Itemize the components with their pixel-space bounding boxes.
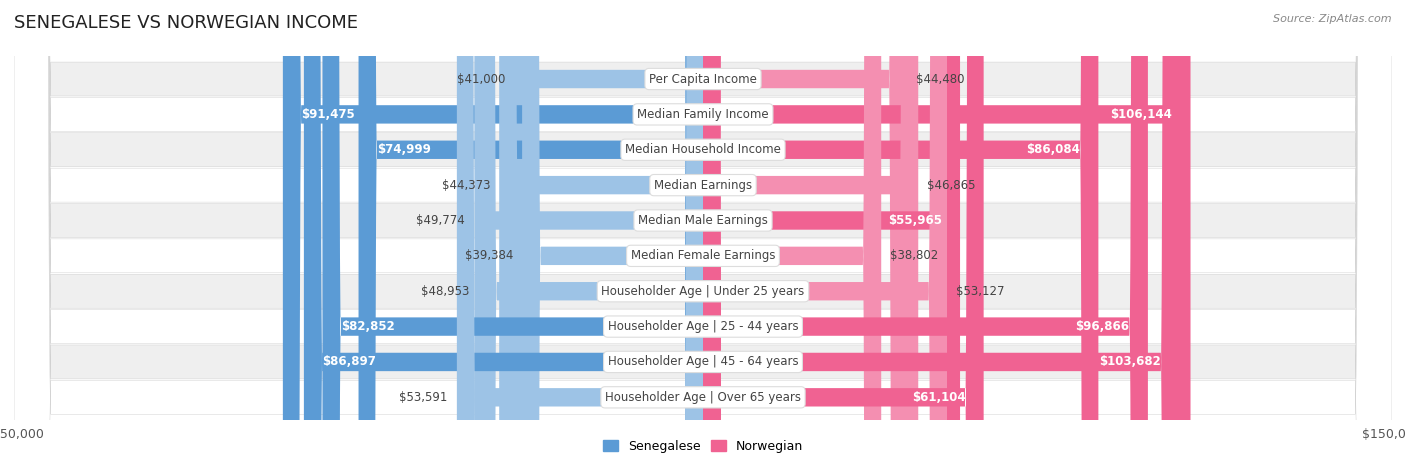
Text: $61,104: $61,104	[911, 391, 966, 404]
Text: $44,373: $44,373	[441, 178, 491, 191]
FancyBboxPatch shape	[703, 0, 882, 467]
FancyBboxPatch shape	[14, 0, 1392, 467]
Text: $96,866: $96,866	[1076, 320, 1129, 333]
FancyBboxPatch shape	[359, 0, 703, 467]
Text: Median Female Earnings: Median Female Earnings	[631, 249, 775, 262]
FancyBboxPatch shape	[14, 0, 1392, 467]
FancyBboxPatch shape	[14, 0, 1392, 467]
FancyBboxPatch shape	[703, 0, 960, 467]
Text: $55,965: $55,965	[887, 214, 942, 227]
Text: $86,897: $86,897	[322, 355, 377, 368]
FancyBboxPatch shape	[14, 0, 1392, 467]
Text: $86,084: $86,084	[1026, 143, 1080, 156]
Text: $91,475: $91,475	[301, 108, 354, 121]
Text: Householder Age | Over 65 years: Householder Age | Over 65 years	[605, 391, 801, 404]
Text: SENEGALESE VS NORWEGIAN INCOME: SENEGALESE VS NORWEGIAN INCOME	[14, 14, 359, 32]
FancyBboxPatch shape	[703, 0, 1191, 467]
FancyBboxPatch shape	[703, 0, 907, 467]
Legend: Senegalese, Norwegian: Senegalese, Norwegian	[598, 435, 808, 458]
FancyBboxPatch shape	[703, 0, 1180, 467]
FancyBboxPatch shape	[703, 0, 984, 467]
Text: Median Earnings: Median Earnings	[654, 178, 752, 191]
FancyBboxPatch shape	[14, 0, 1392, 467]
Text: $49,774: $49,774	[416, 214, 465, 227]
FancyBboxPatch shape	[703, 0, 1147, 467]
FancyBboxPatch shape	[515, 0, 703, 467]
Text: $74,999: $74,999	[377, 143, 430, 156]
Text: Householder Age | 45 - 64 years: Householder Age | 45 - 64 years	[607, 355, 799, 368]
FancyBboxPatch shape	[14, 0, 1392, 467]
FancyBboxPatch shape	[478, 0, 703, 467]
Text: Householder Age | 25 - 44 years: Householder Age | 25 - 44 years	[607, 320, 799, 333]
Text: Median Male Earnings: Median Male Earnings	[638, 214, 768, 227]
FancyBboxPatch shape	[14, 0, 1392, 467]
Text: Householder Age | Under 25 years: Householder Age | Under 25 years	[602, 285, 804, 298]
Text: Median Household Income: Median Household Income	[626, 143, 780, 156]
FancyBboxPatch shape	[322, 0, 703, 467]
FancyBboxPatch shape	[283, 0, 703, 467]
Text: Median Family Income: Median Family Income	[637, 108, 769, 121]
Text: $53,127: $53,127	[956, 285, 1005, 298]
FancyBboxPatch shape	[14, 0, 1392, 467]
FancyBboxPatch shape	[499, 0, 703, 467]
FancyBboxPatch shape	[474, 0, 703, 467]
Text: $39,384: $39,384	[464, 249, 513, 262]
FancyBboxPatch shape	[457, 0, 703, 467]
Text: $53,591: $53,591	[399, 391, 447, 404]
FancyBboxPatch shape	[304, 0, 703, 467]
Text: Source: ZipAtlas.com: Source: ZipAtlas.com	[1274, 14, 1392, 24]
FancyBboxPatch shape	[703, 0, 948, 467]
Text: $41,000: $41,000	[457, 72, 506, 85]
Text: $103,682: $103,682	[1099, 355, 1161, 368]
FancyBboxPatch shape	[14, 0, 1392, 467]
FancyBboxPatch shape	[703, 0, 1098, 467]
Text: $44,480: $44,480	[917, 72, 965, 85]
Text: $48,953: $48,953	[420, 285, 470, 298]
FancyBboxPatch shape	[14, 0, 1392, 467]
Text: $106,144: $106,144	[1111, 108, 1173, 121]
FancyBboxPatch shape	[522, 0, 703, 467]
Text: $38,802: $38,802	[890, 249, 939, 262]
Text: Per Capita Income: Per Capita Income	[650, 72, 756, 85]
FancyBboxPatch shape	[703, 0, 918, 467]
Text: $46,865: $46,865	[928, 178, 976, 191]
Text: $82,852: $82,852	[340, 320, 395, 333]
